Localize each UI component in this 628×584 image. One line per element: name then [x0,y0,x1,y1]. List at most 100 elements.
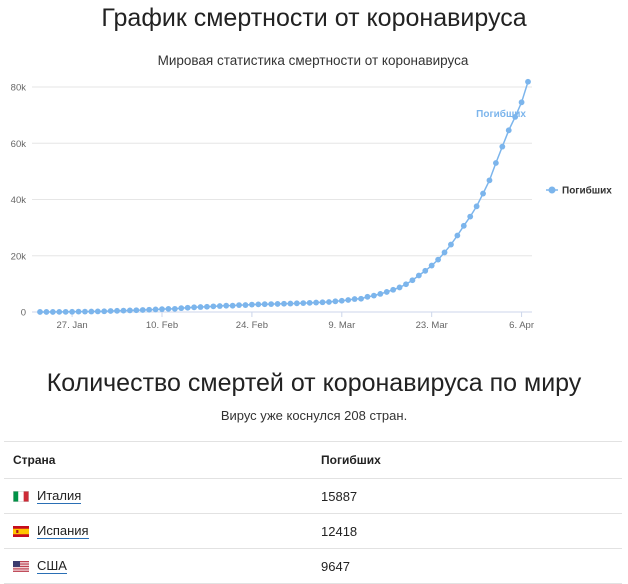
data-point[interactable] [332,298,339,305]
data-point[interactable] [300,300,307,307]
column-header-deaths: Погибших [321,453,381,467]
y-tick-label: 20k [11,251,27,262]
deaths-cell: 12418 [321,523,358,539]
data-point[interactable] [415,272,422,279]
data-point[interactable] [101,308,108,315]
x-tick-label: 27. Jan [57,320,88,331]
data-point[interactable] [236,302,242,308]
data-point[interactable] [88,308,95,315]
chart-title: Мировая статистика смертности от коронав… [158,53,469,68]
data-point[interactable] [171,305,178,312]
data-point[interactable] [191,304,198,311]
data-point[interactable] [390,286,397,293]
x-axis-labels: 27. Jan 10. Feb 24. Feb 9. Mar 23. Mar 6. Apr [57,312,534,331]
series-points-deaths [37,78,531,315]
data-point[interactable] [403,281,409,288]
data-point[interactable] [435,256,442,263]
data-point[interactable] [377,290,384,297]
data-point[interactable] [345,297,352,303]
data-point[interactable] [107,308,114,314]
series-end-label: Погибших [476,108,526,120]
x-tick-label: 9. Mar [328,320,355,331]
legend-symbol-marker [548,186,556,194]
data-point[interactable] [313,299,320,306]
data-point[interactable] [441,249,448,256]
data-point[interactable] [428,262,435,269]
data-point[interactable] [370,292,377,299]
data-point[interactable] [281,300,287,307]
data-point[interactable] [223,302,230,309]
data-point[interactable] [43,309,50,315]
data-point[interactable] [518,99,525,106]
chart-legend[interactable]: Погибших [546,185,612,197]
data-point[interactable] [409,277,416,284]
data-point[interactable] [197,304,204,310]
data-point[interactable] [351,296,358,302]
data-point[interactable] [94,308,101,315]
data-point[interactable] [467,213,474,220]
data-point[interactable] [49,309,56,315]
data-point[interactable] [216,303,223,309]
data-point[interactable] [287,300,294,307]
data-point[interactable] [274,301,281,307]
data-point[interactable] [120,307,127,314]
data-point[interactable] [126,307,133,314]
data-point[interactable] [82,308,88,315]
data-point[interactable] [133,307,140,314]
data-point[interactable] [268,301,275,307]
data-point[interactable] [229,302,236,309]
data-point[interactable] [62,308,69,315]
y-tick-label: 60k [11,139,27,150]
data-point[interactable] [261,301,268,308]
data-point[interactable] [293,300,300,307]
data-point[interactable] [454,232,461,239]
data-point[interactable] [146,306,153,313]
data-point[interactable] [448,241,454,248]
data-point[interactable] [505,127,512,134]
data-point[interactable] [473,203,480,210]
data-point[interactable] [512,113,519,120]
data-point[interactable] [69,308,76,315]
data-point[interactable] [319,299,326,306]
data-point[interactable] [492,160,499,166]
data-point[interactable] [242,302,249,308]
data-point[interactable] [306,299,313,306]
data-point[interactable] [499,143,506,150]
data-point[interactable] [114,307,120,314]
data-point[interactable] [152,306,159,313]
data-point[interactable] [37,309,43,315]
data-point[interactable] [358,295,364,302]
data-point[interactable] [210,303,217,310]
page-title: График смертности от коронавируса [101,4,527,32]
data-point[interactable] [204,303,210,310]
column-header-country: Страна [13,453,56,467]
data-point[interactable] [184,304,191,311]
data-point[interactable] [248,301,255,308]
y-axis-labels: 0 20k 40k 60k 80k [11,83,27,319]
data-point[interactable] [525,78,531,85]
data-point[interactable] [178,305,185,312]
chart-svg: Мировая статистика смертности от коронав… [11,53,613,331]
data-point[interactable] [460,222,467,229]
deaths-cell: 15887 [321,488,358,504]
data-point[interactable] [139,307,146,313]
data-point[interactable] [422,267,429,274]
country-link-spain[interactable]: Испания [37,522,89,539]
data-point[interactable] [56,308,63,315]
data-point[interactable] [75,308,82,315]
data-point[interactable] [159,306,165,313]
data-point[interactable] [396,284,403,291]
country-cell: США [4,557,312,574]
data-point[interactable] [338,297,345,304]
country-link-italy[interactable]: Италия [37,487,82,504]
data-point[interactable] [255,301,262,308]
legend-label[interactable]: Погибших [562,185,612,197]
data-point[interactable] [364,293,371,300]
country-cell: Испания [4,522,312,539]
data-point[interactable] [383,289,390,295]
country-link-usa[interactable]: США [37,557,67,574]
data-point[interactable] [486,177,493,184]
data-point[interactable] [480,190,486,197]
data-point[interactable] [165,305,172,312]
data-point[interactable] [326,299,332,305]
